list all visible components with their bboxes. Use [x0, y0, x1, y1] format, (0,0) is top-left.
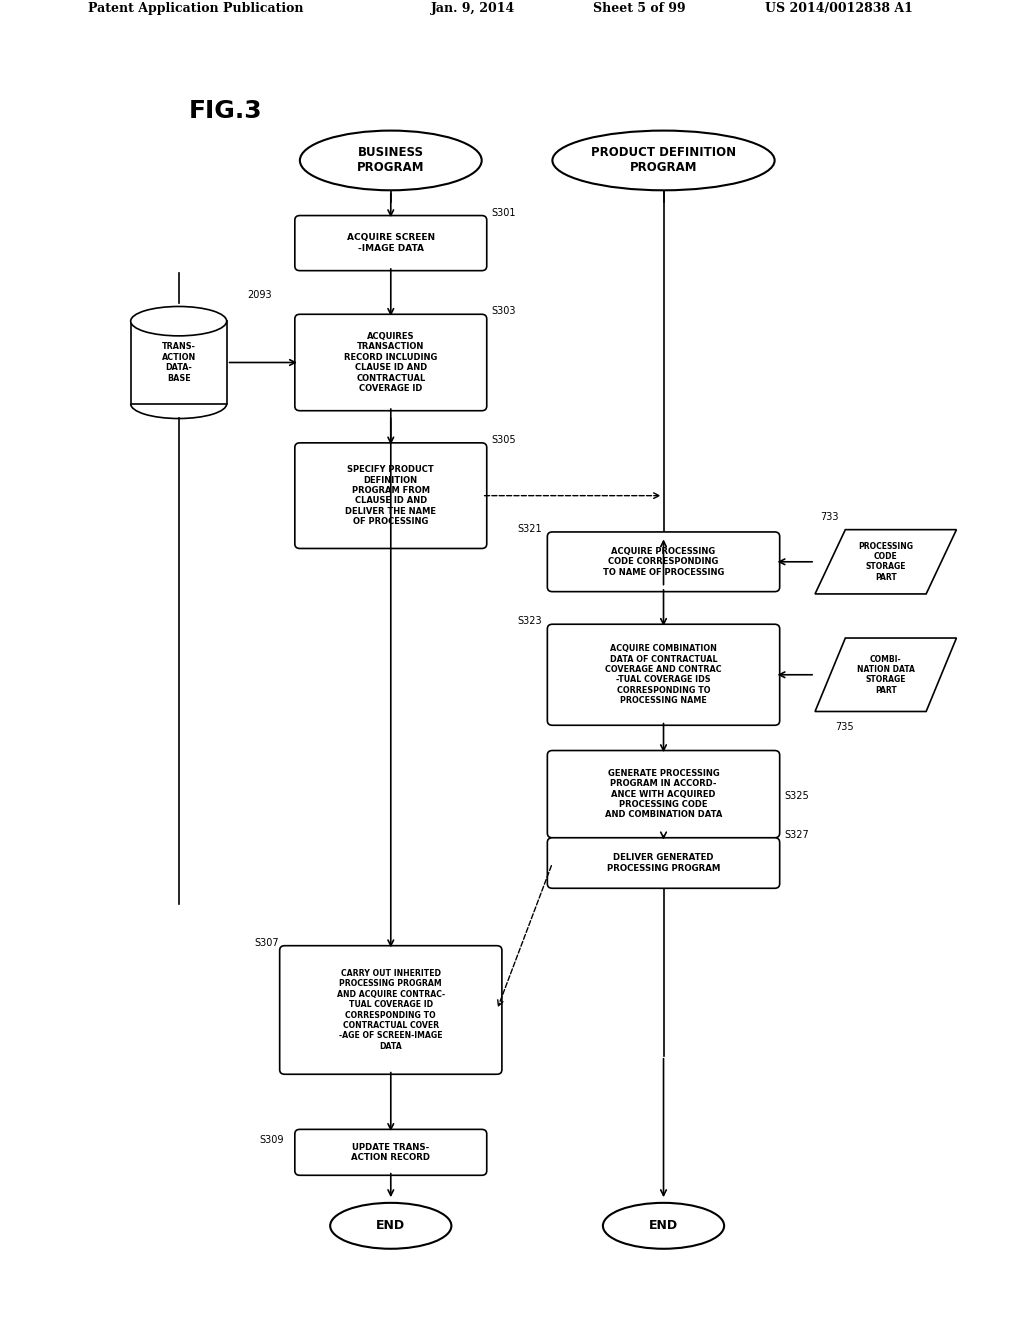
Ellipse shape [300, 131, 481, 190]
Text: PRODUCT DEFINITION
PROGRAM: PRODUCT DEFINITION PROGRAM [591, 147, 736, 174]
Text: S307: S307 [254, 937, 280, 948]
Text: S303: S303 [492, 306, 516, 317]
Text: S309: S309 [259, 1135, 284, 1146]
Text: PROCESSING
CODE
STORAGE
PART: PROCESSING CODE STORAGE PART [858, 541, 913, 582]
FancyBboxPatch shape [280, 945, 502, 1074]
Text: ACQUIRE COMBINATION
DATA OF CONTRACTUAL
COVERAGE AND CONTRAC
-TUAL COVERAGE IDS
: ACQUIRE COMBINATION DATA OF CONTRACTUAL … [605, 644, 722, 705]
Text: END: END [649, 1220, 678, 1233]
Text: S327: S327 [784, 830, 810, 840]
Text: ACQUIRE PROCESSING
CODE CORRESPONDING
TO NAME OF PROCESSING: ACQUIRE PROCESSING CODE CORRESPONDING TO… [603, 546, 724, 577]
Text: Jan. 9, 2014: Jan. 9, 2014 [431, 1, 515, 15]
FancyBboxPatch shape [295, 314, 486, 411]
Text: 733: 733 [820, 512, 839, 523]
Text: TRANS-
ACTION
DATA-
BASE: TRANS- ACTION DATA- BASE [162, 342, 196, 383]
Text: ACQUIRES
TRANSACTION
RECORD INCLUDING
CLAUSE ID AND
CONTRACTUAL
COVERAGE ID: ACQUIRES TRANSACTION RECORD INCLUDING CL… [344, 333, 437, 393]
Ellipse shape [330, 1203, 452, 1249]
Text: S321: S321 [517, 524, 542, 535]
Text: COMBI-
NATION DATA
STORAGE
PART: COMBI- NATION DATA STORAGE PART [857, 655, 914, 694]
Text: Patent Application Publication: Patent Application Publication [88, 1, 303, 15]
Text: S323: S323 [517, 616, 542, 626]
Ellipse shape [131, 306, 226, 335]
FancyBboxPatch shape [548, 838, 779, 888]
FancyBboxPatch shape [548, 624, 779, 725]
FancyBboxPatch shape [548, 751, 779, 838]
Text: SPECIFY PRODUCT
DEFINITION
PROGRAM FROM
CLAUSE ID AND
DELIVER THE NAME
OF PROCES: SPECIFY PRODUCT DEFINITION PROGRAM FROM … [345, 465, 436, 527]
Text: ACQUIRE SCREEN
-IMAGE DATA: ACQUIRE SCREEN -IMAGE DATA [347, 234, 435, 253]
FancyBboxPatch shape [295, 215, 486, 271]
Ellipse shape [552, 131, 774, 190]
Text: CARRY OUT INHERITED
PROCESSING PROGRAM
AND ACQUIRE CONTRAC-
TUAL COVERAGE ID
COR: CARRY OUT INHERITED PROCESSING PROGRAM A… [337, 969, 444, 1051]
Polygon shape [815, 529, 956, 594]
FancyBboxPatch shape [548, 532, 779, 591]
Text: S305: S305 [492, 434, 516, 445]
FancyBboxPatch shape [295, 442, 486, 549]
Text: END: END [376, 1220, 406, 1233]
FancyBboxPatch shape [295, 1130, 486, 1175]
Text: Sheet 5 of 99: Sheet 5 of 99 [593, 1, 685, 15]
Text: BUSINESS
PROGRAM: BUSINESS PROGRAM [357, 147, 425, 174]
Text: S325: S325 [784, 791, 810, 801]
Text: US 2014/0012838 A1: US 2014/0012838 A1 [765, 1, 912, 15]
Text: UPDATE TRANS-
ACTION RECORD: UPDATE TRANS- ACTION RECORD [351, 1143, 430, 1162]
Text: FIG.3: FIG.3 [188, 99, 262, 123]
Text: GENERATE PROCESSING
PROGRAM IN ACCORD-
ANCE WITH ACQUIRED
PROCESSING CODE
AND CO: GENERATE PROCESSING PROGRAM IN ACCORD- A… [605, 768, 722, 820]
Text: S301: S301 [492, 207, 516, 218]
Ellipse shape [603, 1203, 724, 1249]
Polygon shape [815, 638, 956, 711]
Bar [131, 321, 226, 404]
Text: DELIVER GENERATED
PROCESSING PROGRAM: DELIVER GENERATED PROCESSING PROGRAM [607, 853, 720, 873]
Text: 735: 735 [836, 722, 854, 731]
Text: 2093: 2093 [247, 290, 271, 300]
